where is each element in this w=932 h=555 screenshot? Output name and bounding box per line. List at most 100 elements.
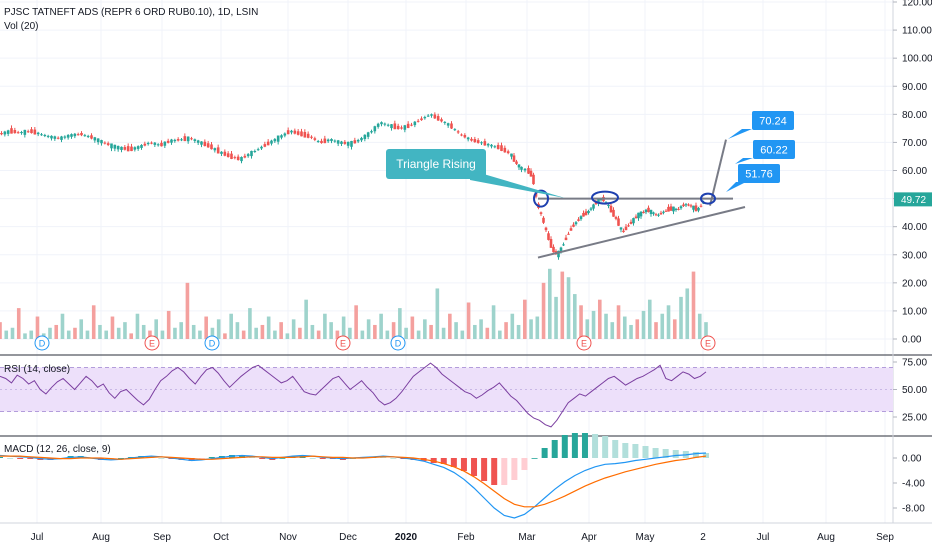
macd-title[interactable]: MACD (12, 26, close, 9) [4,444,111,455]
volume-bar [179,322,183,339]
time-axis[interactable]: Jul Aug Sep Oct Nov Dec 2020 Feb Mar Apr May 2 Jul Au… [31,532,895,543]
candle-body [386,124,390,126]
candle-body [637,212,640,219]
candle-body [156,144,160,146]
target-label-1[interactable]: 70.24 [728,111,794,139]
dividend-badge[interactable] [204,335,220,351]
macd-hist-bar [501,458,508,485]
macd-tick-label: -8.00 [902,504,925,515]
volume-bar [116,327,121,339]
drawing-tools[interactable]: Triangle Rising 70.24 60.22 51.76 [386,111,795,259]
candle-body [273,139,277,142]
volume-bar [135,313,140,339]
candle-body [460,134,463,136]
support-trendline[interactable] [537,206,746,259]
macd-hist-bar [692,452,699,458]
price-axis[interactable]: 120.00 110.00 100.00 90.00 80.00 70.00 60.00 50… [893,0,932,515]
volume-bar [635,319,640,339]
rsi-tick-label: 25.00 [902,413,927,424]
candle-body [644,209,648,213]
candle-body [210,144,213,150]
macd-hist-bar [632,444,639,458]
candle-body [176,139,180,141]
candle-body [146,142,150,145]
macd-hist-bar [662,449,669,458]
volume-bar [141,324,146,339]
candle-body [163,141,167,146]
macd-hist-bar [602,436,609,458]
candle-body [609,205,613,213]
candle-body [574,222,578,225]
macd-hist-bar [521,458,528,470]
candle-body [53,136,57,139]
candle-body [366,132,370,137]
target-pointer [726,182,746,192]
target-pointer [728,129,752,139]
candle-body [416,120,420,122]
candle-body [303,131,307,138]
candle-body [597,199,600,204]
rsi-title[interactable]: RSI (14, close) [4,364,70,375]
candle-body [196,140,200,143]
candle-body [126,146,130,152]
candle-body [549,239,553,248]
candle-body [220,151,223,154]
volume-bar [241,330,246,339]
price-tick-label: 40.00 [902,222,927,233]
earnings-badge[interactable] [700,335,716,351]
volume-bar [523,299,527,339]
candle-body [622,230,625,233]
candle-body [183,136,187,142]
macd-hist-bar [571,433,578,458]
candle-body [552,246,555,253]
candle-body [383,123,387,125]
macd-hist-bar [249,457,256,458]
touch-circle[interactable] [591,190,619,205]
target-label-2[interactable]: 60.22 [735,140,795,164]
dividend-badge[interactable] [390,335,406,351]
macd-hist-bar [551,440,558,458]
candle-body [260,146,263,149]
candle-body [592,204,595,209]
volume-bar [616,305,621,339]
candle-body [66,134,70,138]
candle-body [436,116,440,121]
dividend-badge[interactable] [34,335,50,351]
candle-body [286,130,290,135]
candle-body [662,211,665,213]
volume-bar [479,319,483,339]
candle-body [627,225,630,227]
volume-label[interactable]: Vol (20) [4,21,38,32]
candle-body [233,157,237,159]
time-tick-label: Dec [339,532,357,543]
candle-body [190,138,193,140]
candle-body [393,123,397,130]
volume-bar [385,330,390,339]
signal-line [0,455,707,508]
time-tick-label: May [636,532,655,543]
target-label-3[interactable]: 51.76 [726,164,780,192]
earnings-badge[interactable] [144,335,160,351]
macd-hist-bar [460,458,467,471]
candle-body [649,209,653,215]
candle-body [223,151,227,156]
candle-body [619,227,623,230]
candle-body [90,135,93,139]
earnings-badge[interactable] [576,335,592,351]
macd-hist-bar [17,458,24,459]
candle-body [226,153,230,158]
candle-body [463,134,467,138]
triangle-rising-callout[interactable]: Triangle Rising [386,149,565,198]
candle-body [60,136,63,140]
macd-hist-bar [188,458,195,461]
volume-bar [354,305,358,339]
last-price-badge[interactable] [894,192,932,207]
symbol-title[interactable]: PJSC TATNEFT ADS (REPR 6 ORD RUB0.10), 1… [4,7,258,18]
touch-circle[interactable] [700,192,716,205]
touch-circle[interactable] [533,189,549,208]
macd-hist-bar [471,458,478,476]
volume-bar [4,330,9,339]
earnings-badge[interactable] [335,335,351,351]
